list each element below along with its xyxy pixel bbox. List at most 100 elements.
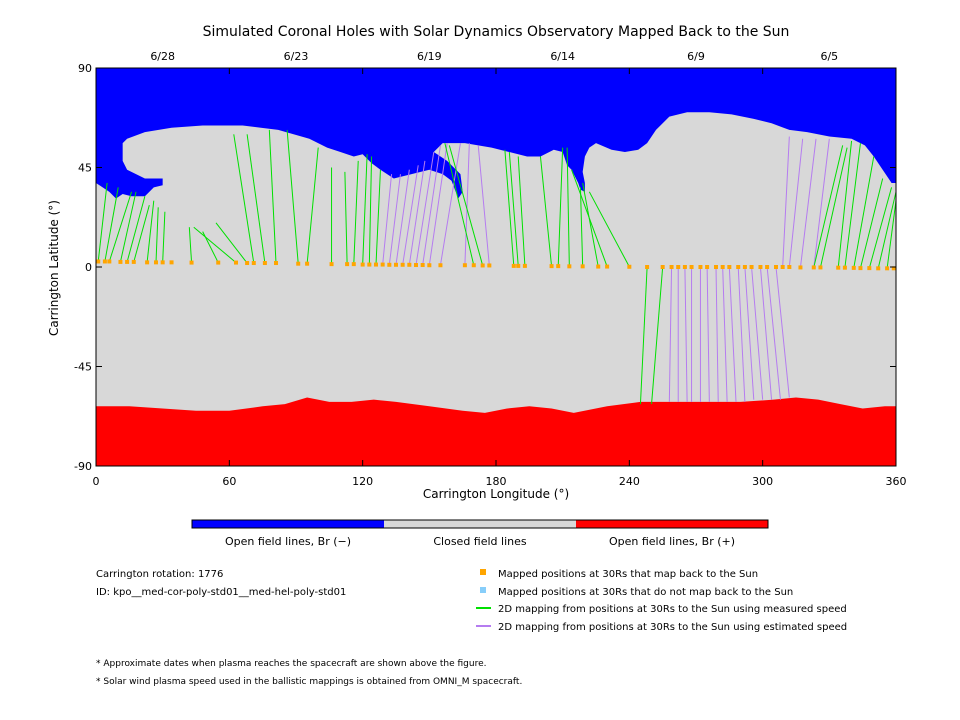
mapped-position-point — [400, 262, 405, 267]
mapped-position-point — [580, 264, 585, 269]
mapped-position-point — [374, 262, 378, 267]
legend-measured-label: 2D mapping from positions at 30Rs to the… — [498, 604, 847, 615]
mapped-position-point — [885, 266, 890, 271]
top-date-label: 6/14 — [550, 50, 575, 63]
estimated-speed-mapping-line — [722, 266, 728, 402]
measured-speed-mapping-line — [448, 145, 484, 266]
mapped-position-point — [516, 263, 521, 268]
mapped-position-point — [245, 261, 250, 266]
mapped-position-point — [351, 262, 356, 267]
measured-speed-mapping-line — [579, 187, 584, 267]
estimated-speed-mapping-line — [408, 160, 426, 265]
estimated-speed-mapping-line — [464, 143, 470, 266]
measured-speed-mapping-line — [886, 200, 897, 269]
measured-speed-mapping-line — [813, 145, 844, 268]
estimated-speed-mapping-line — [439, 143, 461, 266]
mapped-position-point — [567, 264, 572, 269]
mapped-position-point — [154, 260, 158, 265]
mapped-position-point — [556, 264, 561, 269]
y-tick-label: 90 — [78, 62, 92, 75]
measured-speed-mapping-line — [162, 211, 166, 263]
measured-speed-mapping-line — [155, 207, 159, 263]
measured-speed-mapping-line — [362, 154, 368, 265]
measured-speed-mapping-line — [193, 226, 237, 263]
estimated-speed-mapping-line — [728, 266, 737, 402]
mapped-position-point — [480, 263, 485, 268]
measured-speed-mapping-line — [306, 147, 319, 264]
mapped-position-point — [487, 263, 492, 268]
plot-area — [95, 67, 897, 467]
x-tick-label: 0 — [93, 475, 100, 488]
estimated-speed-mapping-line — [477, 145, 490, 266]
mapped-position-point — [160, 260, 165, 265]
legend-not-mapped-label: Mapped positions at 30Rs that do not map… — [498, 587, 793, 598]
estimated-speed-mapping-line — [759, 266, 773, 400]
measured-speed-mapping-line — [444, 143, 475, 266]
note-speed-source: * Solar wind plasma speed used in the ba… — [96, 677, 522, 687]
x-tick-label: 300 — [752, 475, 773, 488]
colorbar-frame — [191, 519, 769, 529]
measured-speed-mapping-line — [104, 187, 119, 262]
mapped-position-point — [627, 264, 632, 269]
measured-speed-mapping-line — [368, 156, 373, 265]
measured-speed-mapping-line — [517, 156, 526, 266]
measured-speed-mapping-line — [233, 134, 255, 264]
mapped-position-point — [749, 265, 754, 269]
legend-not-mapped-swatch — [480, 587, 486, 593]
mapped-position-point — [380, 262, 385, 267]
mapped-position-point — [682, 265, 687, 269]
measured-speed-mapping-line — [651, 266, 664, 405]
mapped-position-point — [836, 265, 841, 270]
measured-speed-mapping-line — [215, 222, 248, 264]
estimated-speed-mapping-line — [737, 266, 746, 402]
measured-speed-mapping-line — [268, 129, 277, 264]
mapped-position-point — [774, 265, 778, 269]
measured-speed-mapping-line — [877, 191, 897, 269]
mapped-position-point — [216, 260, 221, 265]
mapped-position-point — [676, 265, 681, 269]
estimated-speed-mapping-line — [415, 151, 435, 266]
mapped-position-point — [131, 259, 136, 264]
colorbar-label-open-positive: Open field lines, Br (+) — [609, 535, 735, 548]
colorbar-open-positive — [576, 520, 768, 528]
x-tick-label: 120 — [352, 475, 373, 488]
measured-speed-mapping-line — [639, 266, 648, 405]
mapped-position-point — [329, 262, 334, 267]
mapped-position-point — [107, 259, 112, 264]
mapped-position-point — [605, 264, 610, 269]
mapped-position-point — [645, 265, 650, 269]
mapped-position-point — [345, 262, 350, 267]
mapped-position-point — [427, 263, 432, 268]
measured-speed-mapping-line — [508, 151, 519, 266]
x-tick-label: 60 — [222, 475, 236, 488]
x-tick-label: 360 — [886, 475, 907, 488]
mapped-position-point — [727, 265, 732, 269]
mapped-position-point — [714, 265, 718, 269]
mapped-position-point — [387, 262, 392, 267]
mapped-position-point — [407, 262, 412, 267]
mapped-position-point — [669, 265, 674, 269]
colorbar-label-closed: Closed field lines — [433, 535, 527, 548]
legend-mapped-swatch — [480, 569, 486, 575]
estimated-speed-mapping-line — [402, 165, 419, 265]
estimated-speed-mapping-line — [706, 266, 710, 402]
top-date-label: 6/23 — [284, 50, 309, 63]
measured-speed-mapping-line — [353, 160, 359, 265]
estimated-speed-mapping-line — [813, 138, 830, 268]
estimated-speed-mapping-line — [395, 169, 410, 265]
legend-mapped-label: Mapped positions at 30Rs that map back t… — [498, 569, 758, 580]
mapped-position-point — [787, 265, 792, 269]
mapped-position-point — [736, 265, 741, 269]
mapped-position-point — [705, 265, 710, 269]
mapped-position-point — [189, 260, 194, 265]
estimated-speed-mapping-line — [668, 266, 673, 402]
measured-speed-mapping-line — [844, 143, 861, 268]
mapped-position-point — [462, 263, 467, 268]
y-tick-label: 0 — [85, 261, 92, 274]
colorbar: Open field lines, Br (−) Closed field li… — [191, 519, 769, 548]
mapped-position-point — [234, 260, 238, 265]
estimated-speed-mapping-line — [422, 145, 441, 266]
y-tick-label: 45 — [78, 162, 92, 175]
estimated-speed-mapping-line — [751, 266, 764, 400]
